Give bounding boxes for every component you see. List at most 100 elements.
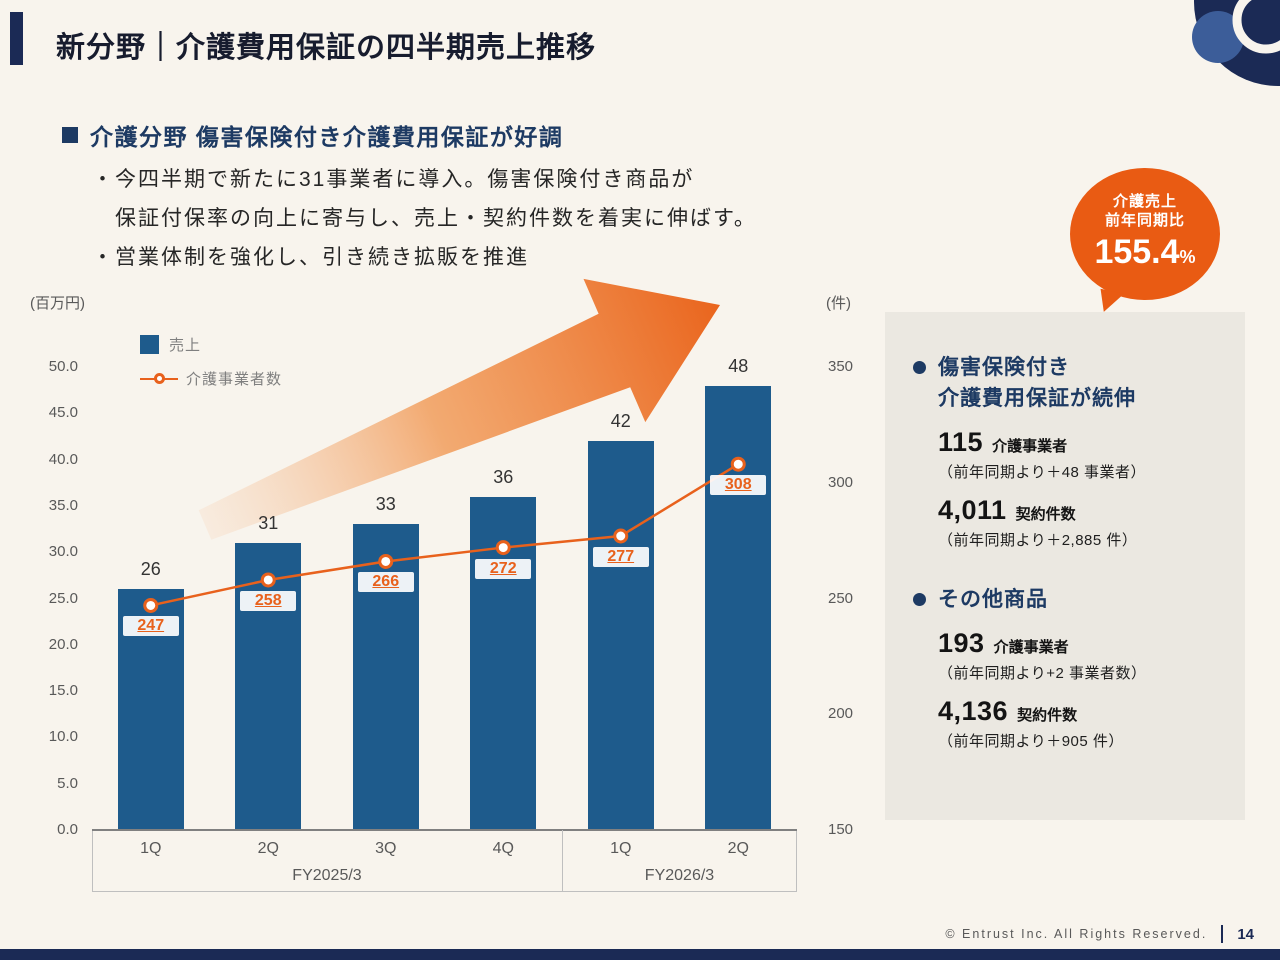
right-axis-tick: 350 bbox=[828, 358, 854, 375]
stat-operators: 115 介護事業者 （前年同期より＋48 事業者） bbox=[938, 427, 1221, 482]
footer: © Entrust Inc. All Rights Reserved. 14 bbox=[945, 925, 1254, 943]
panel-section-title-line: 傷害保険付き bbox=[938, 356, 1070, 379]
category-label: 1Q bbox=[610, 840, 632, 857]
stat-contracts: 4,136 契約件数 （前年同期より＋905 件） bbox=[938, 696, 1221, 751]
square-bullet-icon bbox=[62, 127, 78, 143]
badge-line1: 介護売上 bbox=[1112, 192, 1177, 210]
line-value-label: 272 bbox=[475, 558, 532, 579]
stat-contracts: 4,011 契約件数 （前年同期より＋2,885 件） bbox=[938, 495, 1221, 550]
line-value-label: 277 bbox=[592, 546, 649, 567]
fiscal-year-label: FY2026/3 bbox=[644, 867, 715, 884]
footer-accent-bar bbox=[0, 949, 1280, 960]
stat-note: （前年同期より+2 事業者数） bbox=[938, 665, 1147, 682]
right-axis-tick: 150 bbox=[828, 821, 854, 838]
section-heading: 介護分野 傷害保険付き介護費用保証が好調 bbox=[62, 118, 563, 152]
left-axis-tick: 45.0 bbox=[48, 404, 78, 422]
left-axis-tick: 0.0 bbox=[57, 821, 78, 838]
right-axis-title: (件) bbox=[826, 295, 851, 312]
circle-bullet-icon bbox=[913, 593, 926, 606]
bar-value-label: 48 bbox=[728, 355, 749, 376]
category-label: 1Q bbox=[140, 840, 162, 857]
line-marker-icon bbox=[730, 456, 746, 472]
summary-panel: 傷害保険付き 介護費用保証が続伸 115 介護事業者 （前年同期より＋48 事業… bbox=[885, 312, 1245, 820]
line-value-label: 247 bbox=[122, 616, 179, 637]
stat-operators: 193 介護事業者 （前年同期より+2 事業者数） bbox=[938, 628, 1221, 683]
stat-note: （前年同期より＋48 事業者） bbox=[938, 464, 1147, 481]
yoy-badge: 介護売上 前年同期比 155.4% bbox=[1070, 168, 1220, 300]
badge-value: 155.4% bbox=[1094, 232, 1195, 277]
section-heading-text: 介護分野 傷害保険付き介護費用保証が好調 bbox=[90, 124, 564, 150]
stat-label: 契約件数 bbox=[1015, 506, 1076, 523]
line-marker-icon bbox=[613, 528, 629, 544]
legend-item-sales: 売上 bbox=[140, 334, 282, 355]
stat-note: （前年同期より＋2,885 件） bbox=[938, 532, 1138, 549]
stat-label: 介護事業者 bbox=[993, 639, 1069, 656]
page-title: 新分野｜介護費用保証の四半期売上推移 bbox=[56, 32, 597, 64]
left-axis-tick: 25.0 bbox=[48, 589, 78, 607]
panel-section-guarantee: 傷害保険付き 介護費用保証が続伸 115 介護事業者 （前年同期より＋48 事業… bbox=[913, 352, 1221, 550]
stat-label: 介護事業者 bbox=[992, 438, 1068, 455]
line-marker-icon bbox=[143, 597, 159, 613]
x-axis-line bbox=[92, 829, 797, 831]
panel-section-title-line: その他商品 bbox=[938, 588, 1048, 611]
left-axis-tick: 40.0 bbox=[48, 450, 78, 468]
chart-legend: 売上 介護事業者数 bbox=[140, 334, 282, 402]
left-axis-tick: 20.0 bbox=[48, 635, 78, 653]
line-value-label: 258 bbox=[240, 590, 297, 611]
left-axis-title: (百万円) bbox=[30, 295, 85, 312]
title-accent-bar bbox=[10, 12, 23, 65]
page-number: 14 bbox=[1237, 925, 1254, 943]
left-axis-tick: 10.0 bbox=[48, 728, 78, 746]
category-label: 2Q bbox=[257, 840, 279, 857]
line-marker-icon bbox=[378, 553, 394, 569]
left-axis-tick: 35.0 bbox=[48, 496, 78, 514]
line-dot-icon bbox=[153, 373, 165, 384]
panel-section-other: その他商品 193 介護事業者 （前年同期より+2 事業者数） 4,136 契約… bbox=[913, 584, 1221, 751]
corner-circles-decoration bbox=[1168, 0, 1280, 96]
badge-value-number: 155.4 bbox=[1094, 232, 1180, 271]
left-axis-tick: 30.0 bbox=[48, 543, 78, 561]
line-marker-icon bbox=[260, 572, 276, 588]
stat-value: 4,136 bbox=[938, 696, 1009, 726]
stat-label: 契約件数 bbox=[1017, 707, 1078, 724]
fiscal-year-label: FY2025/3 bbox=[292, 867, 362, 884]
bullet-line: 保証付保率の向上に寄与し、売上・契約件数を着実に伸ばす。 bbox=[92, 207, 757, 230]
sales-bar-swatch-icon bbox=[140, 335, 159, 354]
category-label: 2Q bbox=[727, 840, 749, 857]
panel-section-title-line: 介護費用保証が続伸 bbox=[938, 387, 1136, 410]
line-marker-icon bbox=[495, 540, 511, 556]
panel-section-title: 傷害保険付き 介護費用保証が続伸 bbox=[913, 352, 1221, 414]
stat-value: 115 bbox=[938, 427, 984, 457]
left-axis-tick: 5.0 bbox=[57, 774, 78, 792]
badge-line2: 前年同期比 bbox=[1104, 211, 1185, 229]
panel-section-title: その他商品 bbox=[913, 584, 1221, 615]
left-axis-tick: 15.0 bbox=[48, 682, 78, 700]
yoy-badge-bubble: 介護売上 前年同期比 155.4% bbox=[1070, 168, 1220, 300]
badge-unit: % bbox=[1179, 246, 1196, 267]
fiscal-year-divider bbox=[562, 830, 563, 892]
circle-bullet-icon bbox=[913, 361, 926, 374]
sales-bar bbox=[235, 542, 302, 830]
legend-label-operators: 介護事業者数 bbox=[186, 371, 283, 388]
right-axis-tick: 300 bbox=[828, 473, 854, 491]
right-axis-tick: 200 bbox=[828, 705, 854, 723]
x-axis-table bbox=[92, 830, 797, 892]
copyright-text: © Entrust Inc. All Rights Reserved. bbox=[945, 927, 1208, 941]
bullet-line: ・今四半期で新たに31事業者に導入。傷害保険付き商品が bbox=[92, 168, 695, 191]
bar-value-label: 26 bbox=[140, 559, 161, 580]
stat-value: 4,011 bbox=[938, 495, 1007, 525]
bullet-line: ・営業体制を強化し、引き続き拡販を推進 bbox=[92, 246, 529, 269]
legend-item-operators: 介護事業者数 bbox=[140, 368, 282, 389]
right-axis-tick: 250 bbox=[828, 589, 854, 607]
left-axis-tick: 50.0 bbox=[48, 358, 78, 375]
category-label: 4Q bbox=[492, 840, 514, 857]
category-label: 3Q bbox=[375, 840, 397, 857]
stat-note: （前年同期より＋905 件） bbox=[938, 733, 1124, 750]
page-number-divider bbox=[1221, 925, 1224, 943]
line-marker-swatch-icon bbox=[140, 372, 178, 385]
line-value-label: 308 bbox=[710, 475, 767, 496]
highlight-bullets: ・今四半期で新たに31事業者に導入。傷害保険付き商品が 保証付保率の向上に寄与し… bbox=[92, 160, 757, 277]
line-value-label: 266 bbox=[357, 572, 414, 593]
quarterly-sales-chart: (百万円) (件) 売上 介護事業者数 0.0 5.0 10.0 15.0 20.0 25… bbox=[30, 292, 860, 904]
